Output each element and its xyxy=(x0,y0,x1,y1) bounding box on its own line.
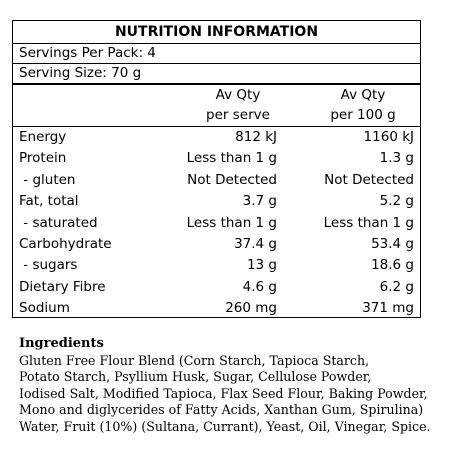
per-serve-header-line1: Av Qty xyxy=(183,85,293,105)
per-serve-value: Less than 1 g xyxy=(187,213,277,234)
per-100g-value: Not Detected xyxy=(324,170,414,191)
per-serve-value: 13 g xyxy=(247,255,277,276)
nutrient-label: Dietary Fibre xyxy=(19,277,106,298)
per-100g-value: 1.3 g xyxy=(380,148,414,169)
ingredients-line: Mono and diglycerides of Fatty Acids, Xa… xyxy=(19,402,459,419)
nutrient-row-sodium: Sodium 260 mg 371 mg xyxy=(13,298,420,319)
per-serve-value: 37.4 g xyxy=(234,234,277,255)
nutrient-row-fat-total: Fat, total 3.7 g 5.2 g xyxy=(13,191,420,212)
nutrient-row-carbohydrate: Carbohydrate 37.4 g 53.4 g xyxy=(13,234,420,255)
per-serve-value: 4.6 g xyxy=(243,277,277,298)
servings-per-pack: Servings Per Pack: 4 xyxy=(13,43,420,64)
per-serve-value: Less than 1 g xyxy=(187,148,277,169)
nutrient-label: Energy xyxy=(19,127,66,148)
ingredients-line: Iodised Salt, Modified Tapioca, Flax See… xyxy=(19,386,459,403)
nutrient-label: - gluten xyxy=(19,170,76,191)
nutrient-row-protein: Protein Less than 1 g 1.3 g xyxy=(13,148,420,169)
per-100g-value: 53.4 g xyxy=(371,234,414,255)
per-100g-value: Less than 1 g xyxy=(324,213,414,234)
per-serve-value: 260 mg xyxy=(225,298,277,319)
nutrition-panel: NUTRITION INFORMATION Servings Per Pack:… xyxy=(12,20,421,318)
per-100g-value: 371 mg xyxy=(362,298,414,319)
per-100g-header-line2: per 100 g xyxy=(308,105,418,125)
per-serve-header: Av Qty per serve xyxy=(183,85,293,125)
per-serve-value: 812 kJ xyxy=(235,127,277,148)
nutrient-label: Carbohydrate xyxy=(19,234,112,255)
ingredients-line: Gluten Free Flour Blend (Corn Starch, Ta… xyxy=(19,353,459,370)
ingredients-line: Water, Fruit (10%) (Sultana, Currant), Y… xyxy=(19,419,459,436)
nutrient-label: - sugars xyxy=(19,255,77,276)
serving-size: Serving Size: 70 g xyxy=(13,63,420,85)
ingredients-heading: Ingredients xyxy=(19,336,459,353)
per-100g-value: 1160 kJ xyxy=(364,127,414,148)
nutrient-label: - saturated xyxy=(19,213,98,234)
nutrient-label: Fat, total xyxy=(19,191,79,212)
nutrient-row-sugars: - sugars 13 g 18.6 g xyxy=(13,255,420,276)
per-serve-value: Not Detected xyxy=(187,170,277,191)
column-header: Av Qty per serve Av Qty per 100 g xyxy=(13,85,420,127)
per-serve-header-line2: per serve xyxy=(183,105,293,125)
per-100g-header: Av Qty per 100 g xyxy=(308,85,418,125)
nutrient-row-saturated: - saturated Less than 1 g Less than 1 g xyxy=(13,213,420,234)
nutrient-row-gluten: - gluten Not Detected Not Detected xyxy=(13,170,420,191)
nutrient-rows: Energy 812 kJ 1160 kJ Protein Less than … xyxy=(13,127,420,320)
per-100g-value: 18.6 g xyxy=(371,255,414,276)
per-100g-value: 6.2 g xyxy=(380,277,414,298)
nutrient-row-energy: Energy 812 kJ 1160 kJ xyxy=(13,127,420,148)
ingredients-line: Potato Starch, Psyllium Husk, Sugar, Cel… xyxy=(19,369,459,386)
per-serve-value: 3.7 g xyxy=(243,191,277,212)
per-100g-header-line1: Av Qty xyxy=(308,85,418,105)
panel-title: NUTRITION INFORMATION xyxy=(13,21,420,44)
ingredients-block: Ingredients Gluten Free Flour Blend (Cor… xyxy=(19,336,459,435)
nutrient-row-dietary-fibre: Dietary Fibre 4.6 g 6.2 g xyxy=(13,277,420,298)
per-100g-value: 5.2 g xyxy=(380,191,414,212)
nutrient-label: Protein xyxy=(19,148,66,169)
nutrient-label: Sodium xyxy=(19,298,70,319)
